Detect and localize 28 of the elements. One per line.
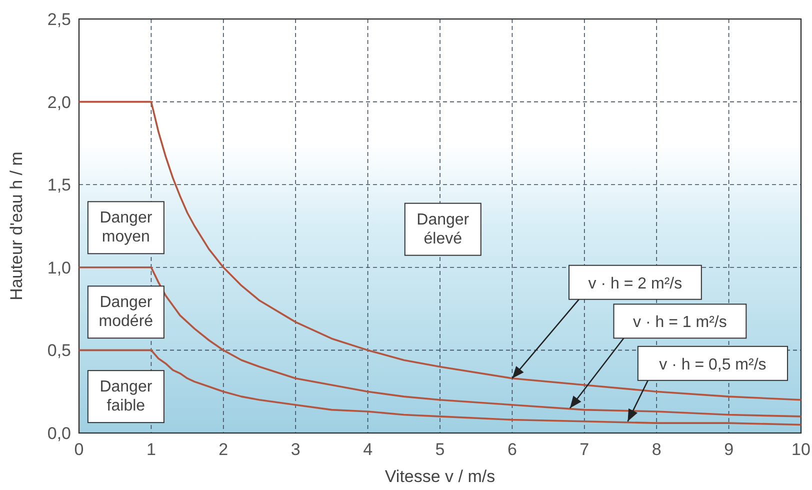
y-tick-label: 0,5 [47,341,71,360]
y-tick-label: 1,0 [47,258,71,278]
line-series [78,349,802,426]
y-tick-label: 1,5 [47,176,71,195]
x-tick-label: 6 [507,440,517,459]
annotation: Danger moyen [100,210,153,246]
x-tick-label: 9 [724,440,734,459]
annotation: Danger modéré [98,294,154,330]
line-series [78,266,802,418]
x-tick-label: 0 [74,440,84,459]
annotation: Danger élevé [416,211,470,248]
x-tick-label: 2 [218,440,228,459]
x-tick-label: 5 [435,440,445,459]
y-axis-title: Hauteur d'eau h / m [7,152,26,300]
y-tick-label: 2,0 [47,92,71,112]
x-tick-label: 4 [363,440,373,459]
x-tick-label: 3 [290,440,300,459]
y-tick-label: 2,5 [47,10,71,29]
annotation: v · h = 0,5 m²/s [659,356,766,374]
x-tick-label: 10 [792,440,810,459]
x-tick-label: 7 [580,440,590,459]
annotation: Danger faible [100,378,153,415]
x-axis-title: Vitesse v / m/s [384,467,496,486]
annotation: v · h = 1 m²/s [633,314,727,332]
annotation: v · h = 2 m²/s [588,275,682,292]
x-tick-label: 8 [652,440,662,459]
y-tick-label: 0,0 [47,424,71,443]
x-tick-label: 1 [146,440,156,459]
